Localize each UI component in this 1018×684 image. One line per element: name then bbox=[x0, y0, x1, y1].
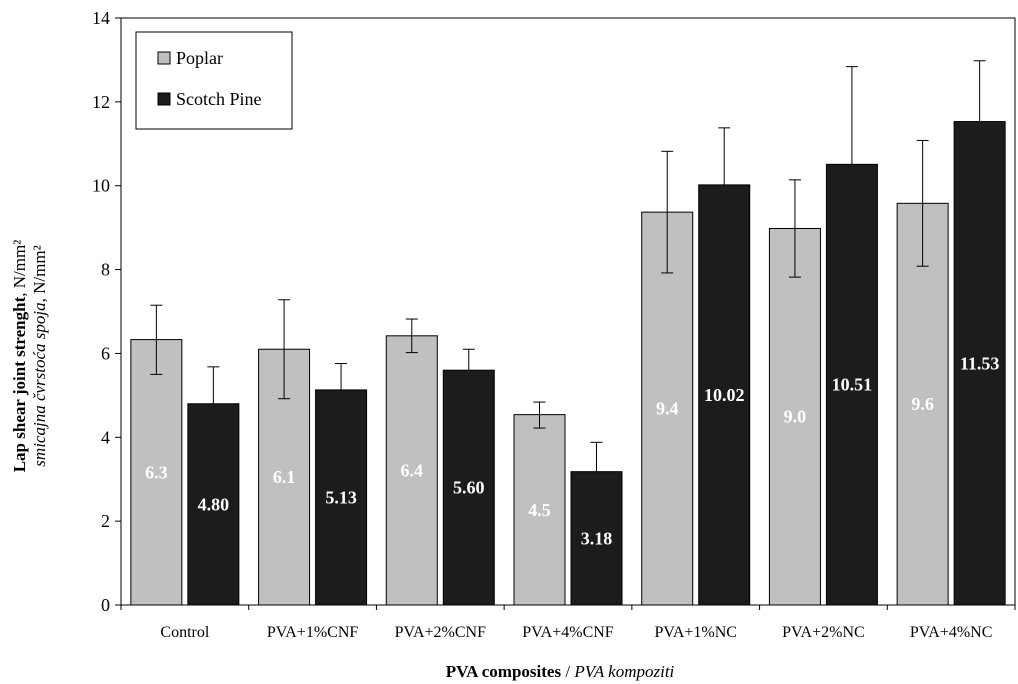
data-label-poplar: 9.0 bbox=[784, 407, 807, 427]
x-axis-title: PVA composites / PVA kompoziti bbox=[446, 662, 675, 681]
bar-scotch-pine bbox=[698, 184, 751, 606]
legend-box bbox=[135, 31, 293, 130]
data-label-scotch-pine: 11.53 bbox=[960, 353, 1000, 373]
data-label-poplar: 6.3 bbox=[145, 462, 168, 482]
legend-swatch-scotch-pine bbox=[157, 92, 171, 106]
data-label-poplar: 4.5 bbox=[528, 500, 551, 520]
x-tick-label: PVA+4%NC bbox=[910, 624, 993, 641]
x-tick-label: PVA+2%CNF bbox=[395, 624, 487, 641]
y-tick-label: 0 bbox=[101, 595, 110, 615]
x-tick-label: Control bbox=[160, 624, 209, 641]
legend-label-scotch-pine: Scotch Pine bbox=[176, 89, 262, 109]
x-tick-label: PVA+2%NC bbox=[782, 624, 865, 641]
legend: Poplar Scotch Pine bbox=[135, 31, 293, 130]
y-axis-title-line1: Lap shear joint strenght, N/mm² bbox=[10, 240, 29, 473]
data-label-poplar: 9.6 bbox=[911, 394, 934, 414]
y-tick-label: 10 bbox=[92, 176, 110, 196]
y-axis-title: Lap shear joint strenght, N/mm² smicajna… bbox=[10, 240, 49, 473]
legend-label-poplar: Poplar bbox=[176, 48, 223, 68]
error-bars bbox=[150, 60, 986, 472]
bar-scotch-pine bbox=[953, 121, 1006, 606]
data-labels: 6.3 6.1 6.4 4.5 9.4 9.0 9.6 4.80 5.13 5.60 3.18 10.… bbox=[145, 353, 999, 548]
bar-scotch-pine bbox=[825, 163, 878, 606]
x-tick-label: PVA+1%NC bbox=[654, 624, 737, 641]
data-label-scotch-pine: 5.13 bbox=[325, 487, 357, 507]
data-label-poplar: 6.1 bbox=[273, 467, 296, 487]
bar-poplar bbox=[130, 339, 183, 606]
y-axis: 0 2 4 6 8 10 12 14 bbox=[92, 8, 121, 615]
data-label-scotch-pine: 5.60 bbox=[453, 478, 485, 498]
plot-frame bbox=[120, 17, 1016, 606]
data-label-scotch-pine: 4.80 bbox=[198, 494, 230, 514]
y-tick-label: 6 bbox=[101, 343, 110, 363]
bar-poplar bbox=[641, 211, 694, 606]
bar-scotch-pine bbox=[570, 471, 623, 606]
bar-poplar bbox=[896, 202, 949, 606]
x-tick-label: PVA+1%CNF bbox=[267, 624, 359, 641]
bar-poplar bbox=[385, 335, 438, 606]
data-label-scotch-pine: 10.02 bbox=[704, 385, 745, 405]
bar-poplar bbox=[513, 414, 566, 606]
data-label-scotch-pine: 3.18 bbox=[581, 528, 613, 548]
x-tick-label: PVA+4%CNF bbox=[522, 624, 614, 641]
bar-scotch-pine bbox=[187, 403, 240, 606]
bars bbox=[130, 121, 1006, 606]
bar-scotch-pine bbox=[315, 389, 368, 606]
data-label-poplar: 9.4 bbox=[656, 399, 679, 419]
bar-poplar bbox=[768, 227, 821, 606]
y-tick-label: 2 bbox=[101, 511, 110, 531]
y-axis-title-line2: smicajna čvrstoća spoja, N/mm² bbox=[30, 245, 49, 466]
data-label-scotch-pine: 10.51 bbox=[832, 375, 873, 395]
legend-swatch-poplar bbox=[157, 51, 171, 65]
y-tick-label: 8 bbox=[101, 260, 110, 280]
y-tick-label: 4 bbox=[101, 427, 110, 447]
plot-area bbox=[120, 17, 1016, 606]
y-tick-label: 14 bbox=[92, 8, 110, 28]
x-axis: Control PVA+1%CNF PVA+2%CNF PVA+4%CNF PVA+1%… bbox=[120, 605, 1016, 641]
y-tick-label: 12 bbox=[92, 92, 110, 112]
data-label-poplar: 6.4 bbox=[401, 460, 424, 480]
